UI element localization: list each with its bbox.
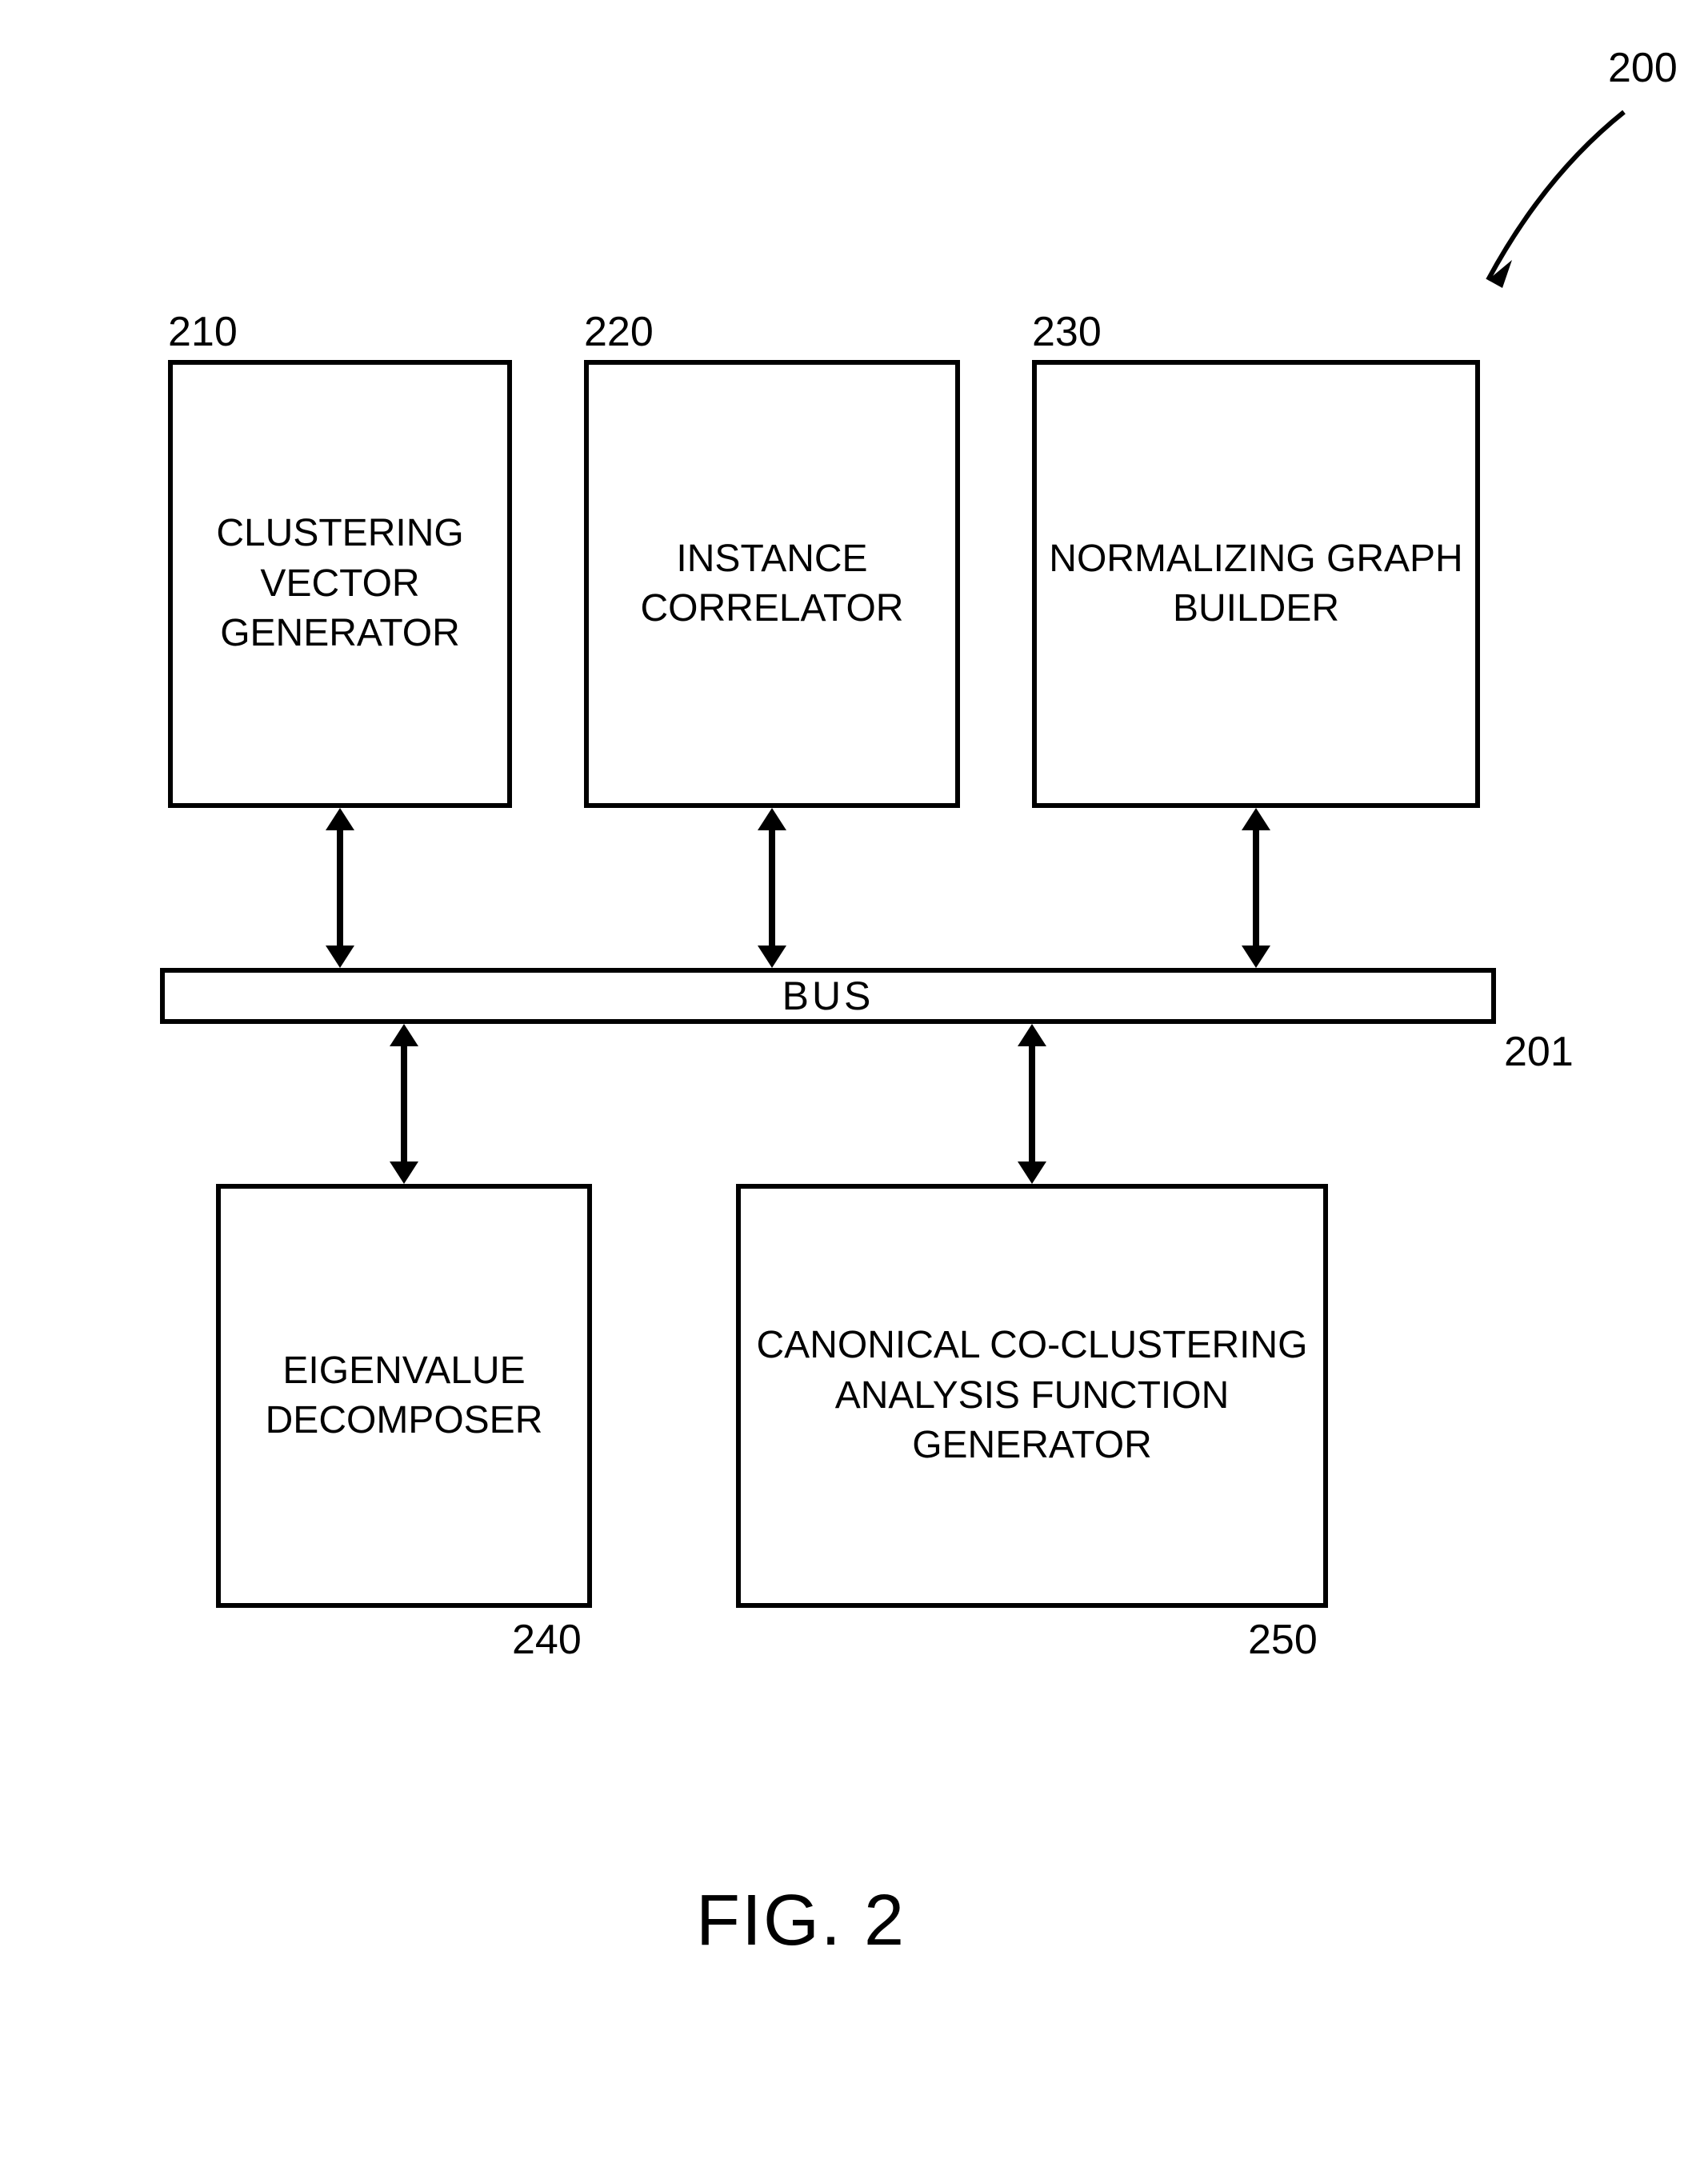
arrow-b240-bus [380,1024,428,1184]
block-normalizing-graph-builder: NORMALIZING GRAPH BUILDER [1032,360,1480,808]
arrow-b210-bus [316,808,364,968]
bus-label: BUS [782,973,874,1019]
ref-230: 230 [1032,308,1102,356]
block-clustering-vector-generator: CLUSTERING VECTOR GENERATOR [168,360,512,808]
ref-220: 220 [584,308,654,356]
block-eigenvalue-decomposer: EIGENVALUE DECOMPOSER [216,1184,592,1608]
ref-250: 250 [1248,1616,1318,1664]
ref-210: 210 [168,308,238,356]
ref-201: 201 [1504,1028,1574,1076]
block-text: CLUSTERING VECTOR GENERATOR [173,509,507,658]
diagram-canvas: 200 CLUSTERING VECTOR GENERATOR 210 INST… [0,0,1708,2175]
block-canonical-co-clustering: CANONICAL CO-CLUSTERING ANALYSIS FUNCTIO… [736,1184,1328,1608]
arrow-b250-bus [1008,1024,1056,1184]
ref-240: 240 [512,1616,582,1664]
bus-bar: BUS [160,968,1496,1024]
arrow-b220-bus [748,808,796,968]
arrow-b230-bus [1232,808,1280,968]
block-text: EIGENVALUE DECOMPOSER [221,1346,587,1446]
block-text: NORMALIZING GRAPH BUILDER [1037,534,1475,634]
system-pointer-curve [1480,80,1656,288]
block-text: INSTANCE CORRELATOR [589,534,955,634]
block-text: CANONICAL CO-CLUSTERING ANALYSIS FUNCTIO… [741,1321,1323,1470]
figure-label: FIG. 2 [696,1880,906,1962]
block-instance-correlator: INSTANCE CORRELATOR [584,360,960,808]
system-ref-label: 200 [1608,44,1678,92]
